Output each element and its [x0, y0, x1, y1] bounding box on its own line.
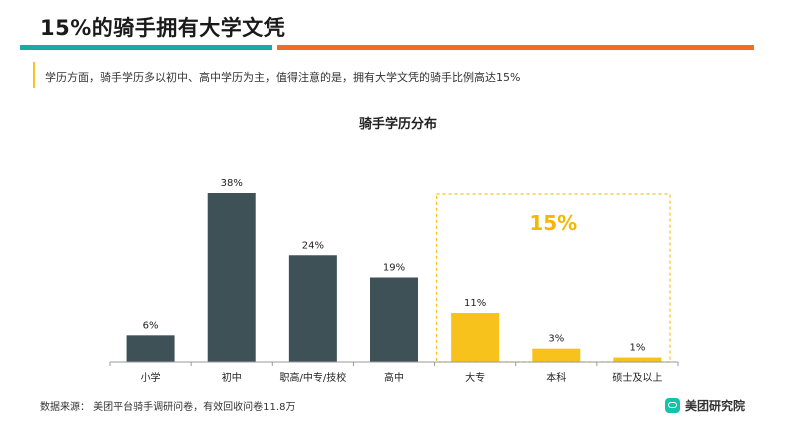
- data-label: 1%: [629, 343, 645, 354]
- x-tick-label: 职高/中专/技校: [279, 371, 346, 384]
- bar: [613, 357, 662, 362]
- bar: [532, 348, 581, 362]
- bar: [126, 335, 175, 362]
- page-title: 15%的骑手拥有大学文凭: [40, 16, 286, 40]
- bar: [370, 277, 418, 362]
- data-label: 6%: [143, 320, 159, 331]
- brand-name: 美团研究院: [685, 398, 746, 413]
- title-underline-orange: [277, 45, 754, 50]
- bar: [207, 193, 256, 362]
- bar: [288, 255, 337, 362]
- x-tick-label: 硕士及以上: [612, 371, 662, 384]
- x-tick-label: 初中: [222, 371, 242, 384]
- data-label: 3%: [548, 334, 564, 345]
- bar: [451, 313, 500, 362]
- data-label: 19%: [383, 263, 405, 274]
- data-label: 11%: [464, 298, 486, 309]
- highlight-group-label: 15%: [529, 211, 577, 235]
- x-tick-label: 高中: [384, 371, 404, 384]
- data-label: 24%: [302, 240, 324, 251]
- subtitle-text: 学历方面，骑手学历多以初中、高中学历为主，值得注意的是，拥有大学文凭的骑手比例高…: [45, 71, 521, 84]
- subtitle-block: 学历方面，骑手学历多以初中、高中学历为主，值得注意的是，拥有大学文凭的骑手比例高…: [33, 62, 520, 88]
- title-underline-teal: [20, 45, 272, 50]
- x-tick-label: 本科: [546, 371, 566, 384]
- data-source-note: 数据来源： 美团平台骑手调研问卷，有效回收问卷11.8万: [40, 402, 296, 413]
- x-tick-label: 大专: [465, 371, 485, 384]
- brand-block: 美团研究院: [665, 396, 745, 414]
- brand-logo-icon: [665, 397, 680, 413]
- chart-title: 骑手学历分布: [358, 117, 437, 132]
- x-tick-label: 小学: [141, 371, 161, 384]
- data-label: 38%: [221, 178, 243, 189]
